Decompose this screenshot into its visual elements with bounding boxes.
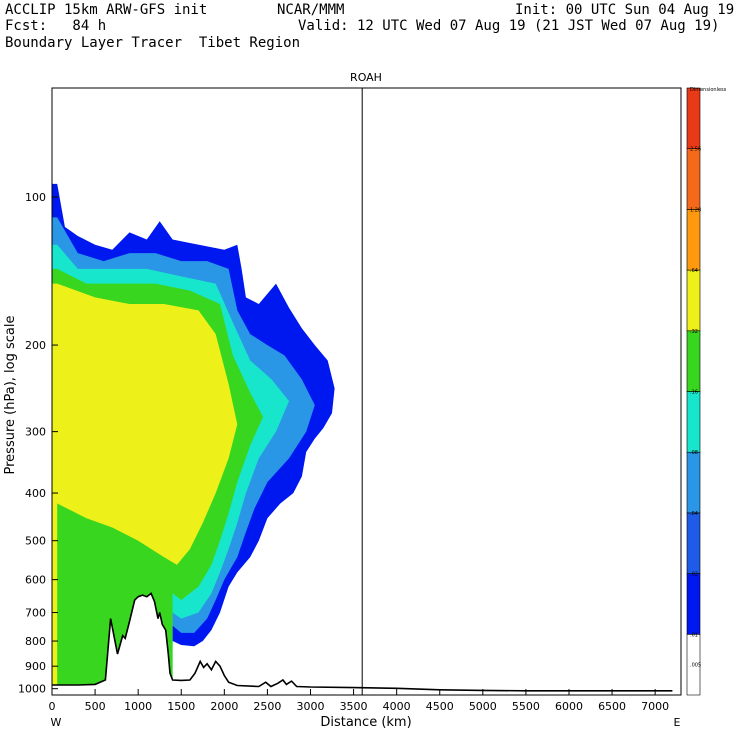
colorbar-label: .32 [690,329,698,335]
colorbar-label: .02 [690,572,698,578]
x-tick-label: 4500 [426,700,454,713]
header-center: NCAR/MMM [277,2,345,18]
x-end-label-west: W [51,716,62,729]
y-tick-label: 300 [25,426,46,439]
x-tick-label: 1500 [167,700,195,713]
x-tick-label: 6000 [555,700,583,713]
y-tick-label: 800 [25,635,46,648]
y-tick-label: 700 [25,607,46,620]
x-tick-label: 6500 [598,700,626,713]
x-axis-title: Distance (km) [320,715,411,730]
header-init: Init: 00 UTC Sun 04 Aug 19 [515,2,735,18]
colorbar-swatch [686,148,701,210]
colorbar-swatch [686,87,701,150]
terrain-line [52,592,673,692]
y-tick-label: 600 [25,574,46,587]
x-tick-label: 3000 [296,700,324,713]
x-tick-label: 3500 [340,700,368,713]
colorbar-label: .08 [690,450,698,456]
y-axis-title: Pressure (hPa), log scale [3,316,18,475]
x-tick-label: 0 [49,700,56,713]
x-end-label-east: E [674,716,681,729]
colorbar-label: 1.28 [690,207,701,213]
x-tick-label: 500 [85,700,106,713]
colorbar-label: .04 [690,511,698,517]
colorbar-swatch [686,451,701,514]
y-tick-label: 900 [25,660,46,673]
x-tick-label: 4000 [383,700,411,713]
terrain-fill [52,593,673,695]
colorbar-swatch [686,391,701,453]
x-axis: 0 500 1000 1500 2000 2500 3000 3500 4000 4500 5000… [49,689,669,713]
tracer-contour-5 [52,283,238,695]
y-axis: 100 200 300 400 500 600 700 800 900 1000 [18,191,58,696]
terrain-layer [52,592,673,695]
x-tick-label: 2500 [253,700,281,713]
colorbar-swatch [686,512,701,574]
colorbar: .005 .01 .02 .04 .08 .16 .32 .64 1.28 2.56 Dimensi… [686,87,727,696]
colorbar-swatch [686,269,701,332]
y-tick-label: 200 [25,339,46,352]
x-tick-label: 2000 [210,700,238,713]
colorbar-label: .64 [690,268,698,274]
y-tick-label: 1000 [18,683,46,696]
y-tick-label: 500 [25,535,46,548]
x-tick-label: 7000 [641,700,669,713]
header-model: ACCLIP 15km ARW-GFS init [5,2,208,18]
colorbar-label: Dimensionless [690,87,727,93]
colorbar-label: .01 [690,632,698,638]
colorbar-swatch [686,330,701,392]
x-tick-label: 5500 [512,700,540,713]
x-tick-label: 5000 [469,700,497,713]
header-valid: Valid: 12 UTC Wed 07 Aug 19 (21 JST Wed … [298,18,720,34]
header-fcst: Fcst: 84 h [5,18,107,34]
header-product: Boundary Layer Tracer Tibet Region [5,35,301,51]
tracer-field [52,183,335,695]
colorbar-label: .16 [690,390,698,396]
colorbar-label: .005 [690,663,701,669]
x-tick-label: 1000 [124,700,152,713]
y-tick-label: 100 [25,191,46,204]
y-tick-label: 400 [25,487,46,500]
colorbar-swatch [686,209,701,271]
plot-frame [51,87,682,696]
chart-title: ROAH [350,71,382,84]
colorbar-swatch [686,573,701,635]
colorbar-label: 2.56 [690,147,701,153]
